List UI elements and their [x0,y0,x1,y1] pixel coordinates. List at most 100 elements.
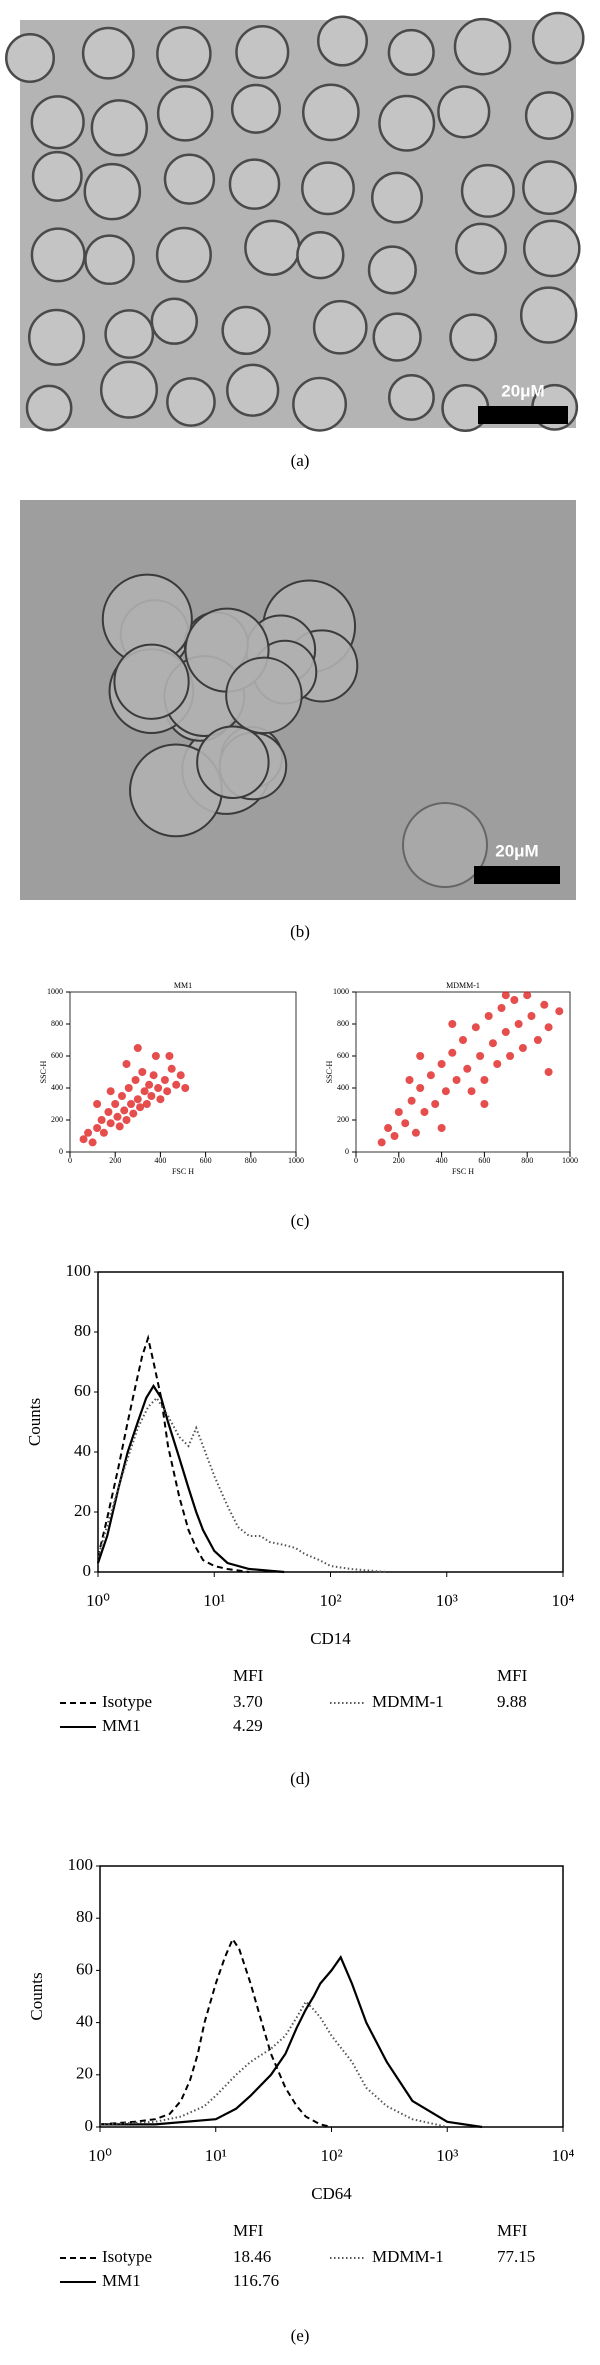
series-line [97,1334,250,1573]
cell [454,222,507,275]
y-tick-label: 60 [74,1381,91,1400]
x-tick-label: 10⁴ [552,2146,575,2165]
point [480,1076,489,1084]
legend-mfi: 3.70 [233,1692,263,1711]
cell [524,91,574,140]
point [160,1076,169,1084]
point [120,1106,129,1115]
scale-bar [478,406,568,424]
point [127,1100,136,1108]
point [441,1087,450,1096]
point [506,1052,515,1060]
y-tick-label: 80 [76,1907,93,1926]
point [448,1048,457,1057]
point [106,1087,115,1096]
point [510,996,519,1004]
cell [81,26,135,80]
y-tick-label: 0 [345,1147,349,1156]
point [411,1128,420,1137]
series-line [100,1955,483,2129]
point [523,991,532,1000]
cell [301,161,355,216]
legend-header: MFI [233,2221,264,2240]
cell [519,286,578,344]
point [514,1020,523,1028]
cell [317,15,368,67]
point [176,1071,185,1080]
cell [196,725,270,799]
point [493,1060,502,1068]
legend-label: MM1 [102,1716,141,1735]
y-tick-label: 0 [85,2116,94,2135]
point [122,1116,131,1124]
point [181,1084,190,1092]
legend-mfi: 77.15 [497,2247,535,2266]
point [540,1000,549,1009]
point [99,1128,108,1137]
cell [437,85,491,139]
cell [228,158,281,210]
point [131,1076,140,1084]
x-tick-label: 400 [154,1156,166,1165]
scale-bar-label: 20μM [495,841,538,860]
point [156,1095,165,1104]
y-tick-label: 80 [74,1321,91,1340]
y-tick-label: 100 [66,1261,92,1280]
micrograph-b [20,500,576,900]
micrograph-a [5,11,585,433]
panel-label: (b) [290,922,310,941]
cell [402,802,488,888]
cell [25,384,73,432]
cell [30,227,86,283]
legend-mfi: 9.88 [497,1692,527,1711]
point [518,1044,527,1052]
cell [522,160,577,216]
y-tick-label: 20 [76,2064,93,2083]
cell [30,95,85,150]
point [401,1119,410,1128]
legend-header: MFI [497,2221,528,2240]
cell [31,150,83,202]
y-tick-label: 200 [51,1115,63,1124]
x-tick-label: 200 [393,1156,405,1165]
point [149,1071,158,1080]
image-bg [20,20,576,428]
point [471,1023,480,1032]
point [390,1132,399,1140]
point [165,1052,174,1060]
point [122,1060,131,1068]
cell [163,153,216,205]
series-line [99,1936,332,2128]
chart-title: MM1 [174,981,192,990]
x-tick-label: 600 [478,1156,490,1165]
cell [221,305,271,356]
cell [155,226,212,283]
y-tick-label: 800 [51,1019,63,1028]
point [93,1100,102,1108]
point [167,1064,176,1073]
point [384,1124,393,1132]
panel-label: (a) [291,451,310,470]
point [480,1100,489,1108]
cell [378,94,436,152]
point [104,1108,113,1116]
cell [156,26,212,82]
x-tick-label: 1000 [288,1156,304,1165]
cell [83,162,142,221]
x-tick-label: 10³ [436,1591,458,1610]
plot-frame [69,991,297,1153]
cell [27,308,86,366]
y-tick-label: 800 [337,1019,349,1028]
chart-title: MDMM-1 [446,981,480,990]
point [448,1020,457,1028]
cell [531,11,585,65]
y-tick-label: 40 [74,1441,91,1460]
x-tick-label: 10⁰ [88,2146,112,2165]
cell [104,309,155,359]
point [140,1087,149,1096]
cell [292,376,348,432]
y-tick-label: 0 [83,1561,92,1580]
x-tick-label: 10⁴ [552,1591,575,1610]
point [544,1023,553,1032]
y-tick-label: 200 [337,1115,349,1124]
